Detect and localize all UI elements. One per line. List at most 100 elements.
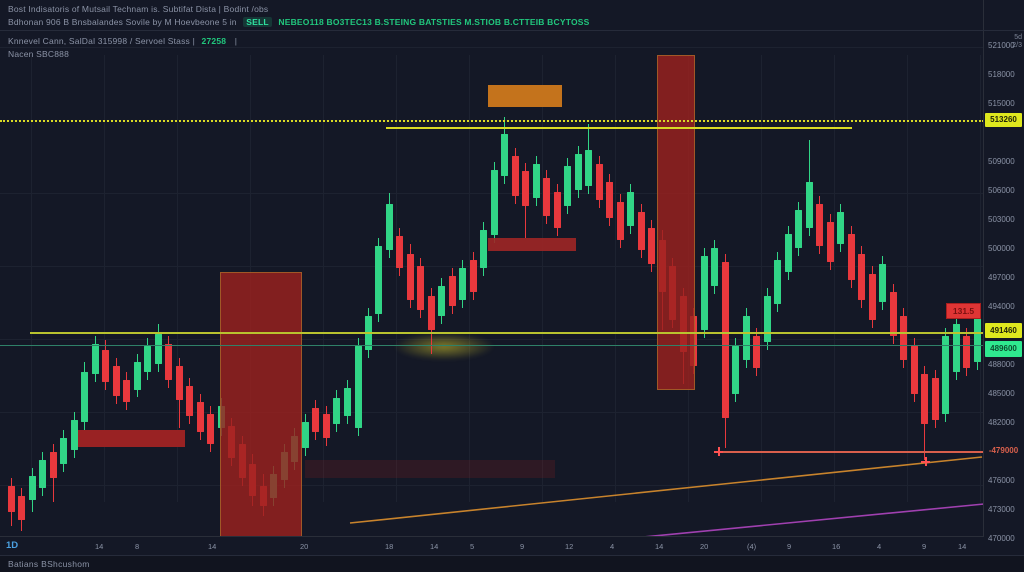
candle-body bbox=[302, 422, 309, 448]
time-axis[interactable]: 1D 14 8 14 20 18 14 5 9 12 4 14 20 (4) 9 16 4 9 14 bbox=[0, 536, 1024, 556]
time-tick-label: 9 bbox=[520, 542, 525, 551]
gridline-vertical bbox=[31, 55, 32, 502]
candle-body bbox=[39, 460, 46, 488]
price-tick-label: 518000 bbox=[988, 70, 1015, 79]
candle-body bbox=[827, 222, 834, 262]
price-tick-label: 494000 bbox=[988, 302, 1015, 311]
chart-canvas[interactable]: 131.5 bbox=[0, 0, 984, 537]
candle-body bbox=[134, 362, 141, 390]
price-tick-label: 473000 bbox=[988, 505, 1015, 514]
time-tick-label: 20 bbox=[300, 542, 309, 551]
gridline-vertical bbox=[615, 55, 616, 502]
price-tick-label: 509000 bbox=[988, 157, 1015, 166]
candle-body bbox=[29, 476, 36, 500]
candle-body bbox=[438, 286, 445, 316]
candle-body bbox=[207, 414, 214, 444]
time-tick-label: 5 bbox=[470, 542, 475, 551]
candle-body bbox=[144, 346, 151, 372]
gridline-vertical bbox=[396, 55, 397, 502]
candle-body bbox=[543, 178, 550, 216]
gridline-vertical bbox=[323, 55, 324, 502]
time-tick-label: 14 bbox=[430, 542, 439, 551]
price-tag-resistance: 513260 bbox=[985, 113, 1022, 127]
gridline-vertical bbox=[834, 55, 835, 502]
candle-body bbox=[743, 316, 750, 360]
price-tick-label: 521000 bbox=[988, 41, 1015, 50]
candle-body bbox=[837, 212, 844, 244]
candle-body bbox=[585, 150, 592, 186]
status-text: Batians BShcushom bbox=[8, 559, 90, 569]
candle-body bbox=[123, 380, 130, 402]
time-tick-label: 8 bbox=[135, 542, 140, 551]
red-box-left bbox=[78, 430, 185, 447]
time-tick-label: (4) bbox=[747, 542, 757, 551]
gridline-horizontal bbox=[0, 412, 984, 413]
time-tick-label: 18 bbox=[385, 542, 394, 551]
ohlc-values: NEBEO118 BO3TEC13 B.STEING BATSTIES M.ST… bbox=[278, 17, 590, 27]
candle-body bbox=[522, 171, 529, 206]
study-name: Knnevel Cann, SalDal 315998 / Servoel St… bbox=[8, 36, 195, 46]
orange-order-block bbox=[488, 85, 562, 107]
axis-scale-indicator[interactable]: 5d 2/3 bbox=[1012, 34, 1022, 49]
time-tick-label: 12 bbox=[565, 542, 574, 551]
candle-body bbox=[197, 402, 204, 432]
stop-loss-line bbox=[716, 451, 984, 453]
red-band-faint bbox=[305, 460, 555, 478]
time-tick-label: 14 bbox=[655, 542, 664, 551]
candle-body bbox=[533, 164, 540, 198]
time-tick-label: 16 bbox=[832, 542, 841, 551]
support-olive-line bbox=[30, 332, 984, 334]
gridline-vertical bbox=[104, 55, 105, 502]
candle-body bbox=[155, 334, 162, 364]
candle-body bbox=[806, 182, 813, 228]
time-tick-label: 9 bbox=[787, 542, 792, 551]
highlight-glow bbox=[394, 333, 494, 360]
price-tag-current: 489600 bbox=[985, 341, 1022, 357]
candle-body bbox=[92, 344, 99, 374]
candle-body bbox=[417, 266, 424, 310]
candle-body bbox=[102, 350, 109, 382]
candle-body bbox=[932, 378, 939, 420]
substudy-name: Nacen SBC888 bbox=[8, 49, 69, 59]
header-divider bbox=[0, 30, 1024, 31]
candle-body bbox=[974, 314, 981, 362]
candle-body bbox=[858, 254, 865, 300]
candle-body bbox=[963, 336, 970, 368]
candle-body bbox=[890, 292, 897, 336]
candle-body bbox=[753, 336, 760, 368]
candle-body bbox=[396, 236, 403, 268]
candle-body bbox=[501, 134, 508, 176]
candle-body bbox=[81, 372, 88, 422]
supply-zone-right bbox=[657, 55, 695, 390]
gridline-vertical bbox=[469, 55, 470, 502]
candle-body bbox=[722, 262, 729, 418]
price-alert-badge: 131.5 bbox=[946, 303, 981, 319]
candle-body bbox=[333, 398, 340, 424]
support-teal-line bbox=[0, 345, 984, 346]
candle-body bbox=[459, 268, 466, 300]
candle-body bbox=[732, 346, 739, 394]
candle-body bbox=[711, 248, 718, 286]
candle-body bbox=[344, 388, 351, 416]
candle-body bbox=[816, 204, 823, 246]
gridline-vertical bbox=[980, 55, 981, 502]
timeframe-label[interactable]: 1D bbox=[6, 540, 19, 551]
symbol-title: Bost Indisatoris of Mutsail Technam is. … bbox=[8, 4, 269, 14]
time-tick-label: 14 bbox=[95, 542, 104, 551]
candle-body bbox=[386, 204, 393, 250]
candle-body bbox=[8, 486, 15, 512]
candle-body bbox=[648, 228, 655, 264]
candle-body bbox=[869, 274, 876, 320]
gridline-vertical bbox=[542, 55, 543, 502]
candle-body bbox=[617, 202, 624, 240]
candle-body bbox=[921, 374, 928, 424]
supply-zone-left bbox=[220, 272, 302, 549]
candle-body bbox=[355, 346, 362, 428]
resistance-solid-line bbox=[386, 127, 852, 129]
price-tick-label: 506000 bbox=[988, 186, 1015, 195]
candle-body bbox=[900, 316, 907, 360]
legend-indicator-row: Bdhonan 906 B Bnsbalandes Sovile by M Ho… bbox=[8, 16, 596, 29]
price-axis[interactable]: 5d 2/3 521000 518000 515000 509000 506000 503… bbox=[983, 0, 1024, 543]
legend-title-row: Bost Indisatoris of Mutsail Technam is. … bbox=[8, 3, 596, 16]
